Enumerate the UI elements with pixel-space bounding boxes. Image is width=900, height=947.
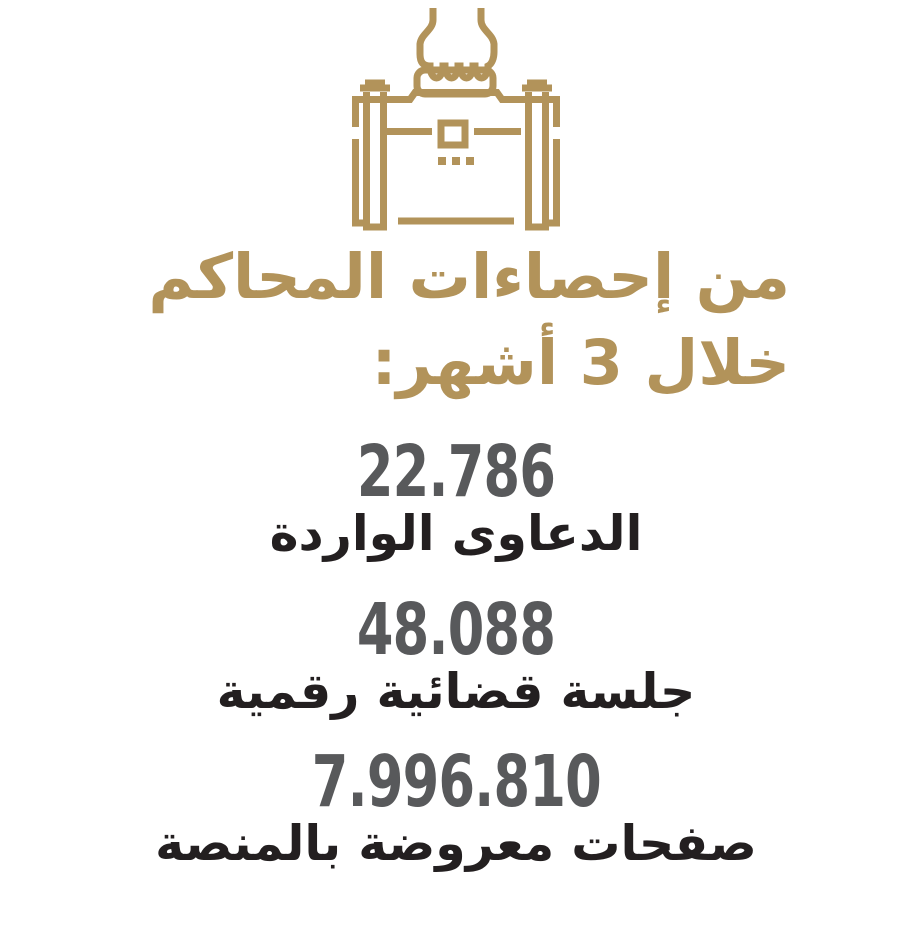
stat-label: الدعاوى الواردة bbox=[269, 505, 643, 562]
stat-value: 7.996.810 bbox=[311, 740, 601, 823]
stat-value: 48.088 bbox=[356, 588, 556, 671]
stat-label: صفحات معروضة بالمنصة bbox=[155, 815, 757, 872]
stat-value: 22.786 bbox=[356, 430, 556, 513]
stat-item-incoming-cases: 22.786 الدعاوى الواردة bbox=[56, 430, 856, 563]
page-title: من إحصاءات المحاكم خلال 3 أشهر: bbox=[148, 234, 790, 406]
page-title-line2: خلال 3 أشهر: bbox=[371, 326, 790, 399]
stat-item-digital-sessions: 48.088 جلسة قضائية رقمية bbox=[56, 588, 856, 721]
stat-item-platform-pages: 7.996.810 صفحات معروضة بالمنصة bbox=[56, 740, 856, 873]
page-title-line1: من إحصاءات المحاكم bbox=[148, 240, 790, 313]
stat-label: جلسة قضائية رقمية bbox=[216, 663, 696, 720]
briefcase-hand-icon bbox=[352, 8, 560, 232]
